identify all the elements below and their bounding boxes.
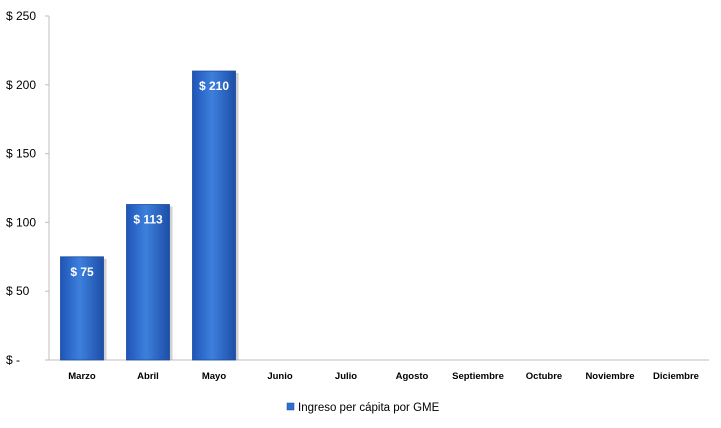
x-tick-label: Agosto [396, 371, 429, 382]
y-tick-label: $ 150 [6, 147, 36, 161]
x-tick-label: Abril [137, 371, 159, 382]
data-labels: $ 75 $ 113 $ 210 [70, 79, 229, 279]
x-axis-ticks: Marzo Abril Mayo Junio Julio Agosto Septiembre… [68, 371, 699, 382]
data-label: $ 113 [133, 213, 163, 227]
x-tick-label: Marzo [68, 371, 96, 382]
bar-abril [126, 204, 170, 361]
y-tick-label: $ 100 [6, 215, 36, 229]
x-tick-label: Julio [335, 371, 357, 382]
y-tick-label: $ 50 [6, 284, 30, 298]
legend-label: Ingreso per cápita por GME [298, 402, 440, 414]
x-tick-label: Noviembre [585, 371, 634, 382]
x-tick-label: Octubre [526, 371, 562, 382]
x-tick-label: Diciembre [653, 371, 699, 382]
data-label: $ 210 [199, 79, 229, 93]
legend: Ingreso per cápita por GME [286, 402, 440, 414]
legend-swatch [286, 402, 295, 411]
x-tick-label: Septiembre [452, 371, 504, 382]
x-tick-label: Mayo [202, 371, 226, 382]
y-tick-label: $ - [6, 353, 20, 367]
y-tick-label: $ 250 [6, 9, 36, 23]
y-axis-ticks: $ - $ 50 $ 100 $ 150 $ 200 $ 250 [6, 9, 49, 367]
bar-marzo [60, 256, 104, 361]
y-tick-label: $ 200 [6, 78, 36, 92]
bars [60, 70, 239, 361]
x-tick-label: Junio [267, 371, 293, 382]
data-label: $ 75 [70, 265, 94, 279]
bar-mayo [192, 70, 236, 361]
